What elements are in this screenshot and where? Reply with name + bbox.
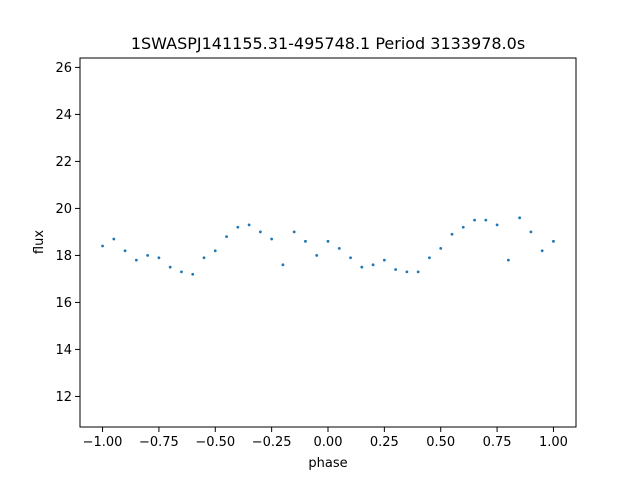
data-point xyxy=(258,230,262,234)
data-point xyxy=(281,263,285,267)
y-tick-label: 14 xyxy=(55,343,72,358)
x-axis-ticks: −1.00 −0.75 −0.50 −0.25 0.00 0.25 0.50 0.75 1.00 xyxy=(83,427,568,450)
data-point xyxy=(112,237,116,241)
data-point xyxy=(337,246,341,250)
x-tick-label: 1.00 xyxy=(539,435,568,450)
y-tick-label: 12 xyxy=(55,390,72,405)
x-tick-label: −0.50 xyxy=(195,435,235,450)
data-point xyxy=(247,223,251,227)
data-point xyxy=(394,268,398,271)
data-point xyxy=(168,265,172,269)
data-point xyxy=(292,230,296,234)
data-point xyxy=(450,232,454,236)
data-point xyxy=(326,239,330,243)
data-point xyxy=(439,246,443,250)
x-tick-label: −0.75 xyxy=(139,435,179,450)
data-point xyxy=(202,256,206,260)
data-point xyxy=(416,270,420,274)
data-point xyxy=(461,225,465,229)
data-point xyxy=(270,237,274,241)
data-point xyxy=(225,235,228,239)
x-tick-label: 0.00 xyxy=(314,435,343,450)
y-axis-ticks: 12 14 16 18 20 22 24 26 xyxy=(55,61,80,405)
x-tick-label: 0.75 xyxy=(483,435,512,450)
data-point xyxy=(360,265,364,269)
data-point xyxy=(484,218,488,222)
data-point xyxy=(405,270,409,274)
x-axis-title: phase xyxy=(308,456,347,471)
data-point xyxy=(180,270,183,274)
data-point xyxy=(473,218,476,222)
y-tick-label: 16 xyxy=(55,296,72,311)
data-point xyxy=(315,254,319,257)
data-point xyxy=(134,258,138,262)
y-tick-label: 20 xyxy=(55,202,72,217)
data-point xyxy=(123,249,127,253)
data-point xyxy=(529,230,533,234)
x-tick-label: 0.50 xyxy=(426,435,455,450)
data-point xyxy=(506,258,510,262)
data-point xyxy=(236,225,240,229)
data-point xyxy=(157,256,161,260)
data-point xyxy=(191,272,195,276)
data-points xyxy=(101,216,555,276)
data-point xyxy=(552,239,555,243)
y-tick-label: 18 xyxy=(55,249,72,264)
y-axis-title: flux xyxy=(32,230,47,254)
y-tick-label: 22 xyxy=(55,155,72,170)
data-point xyxy=(382,258,386,262)
x-tick-label: −0.25 xyxy=(252,435,292,450)
data-point xyxy=(518,216,522,220)
data-point xyxy=(540,249,544,253)
y-tick-label: 26 xyxy=(55,61,72,76)
x-tick-label: −1.00 xyxy=(83,435,123,450)
data-point xyxy=(371,263,375,267)
x-tick-label: 0.25 xyxy=(370,435,399,450)
y-tick-label: 24 xyxy=(55,108,72,123)
data-point xyxy=(101,244,104,248)
data-point xyxy=(495,223,499,227)
chart-title: 1SWASPJ141155.31-495748.1 Period 3133978… xyxy=(131,34,525,53)
data-point xyxy=(428,256,431,260)
data-point xyxy=(304,239,307,243)
data-point xyxy=(213,249,217,253)
data-point xyxy=(349,256,352,260)
data-point xyxy=(146,254,150,257)
